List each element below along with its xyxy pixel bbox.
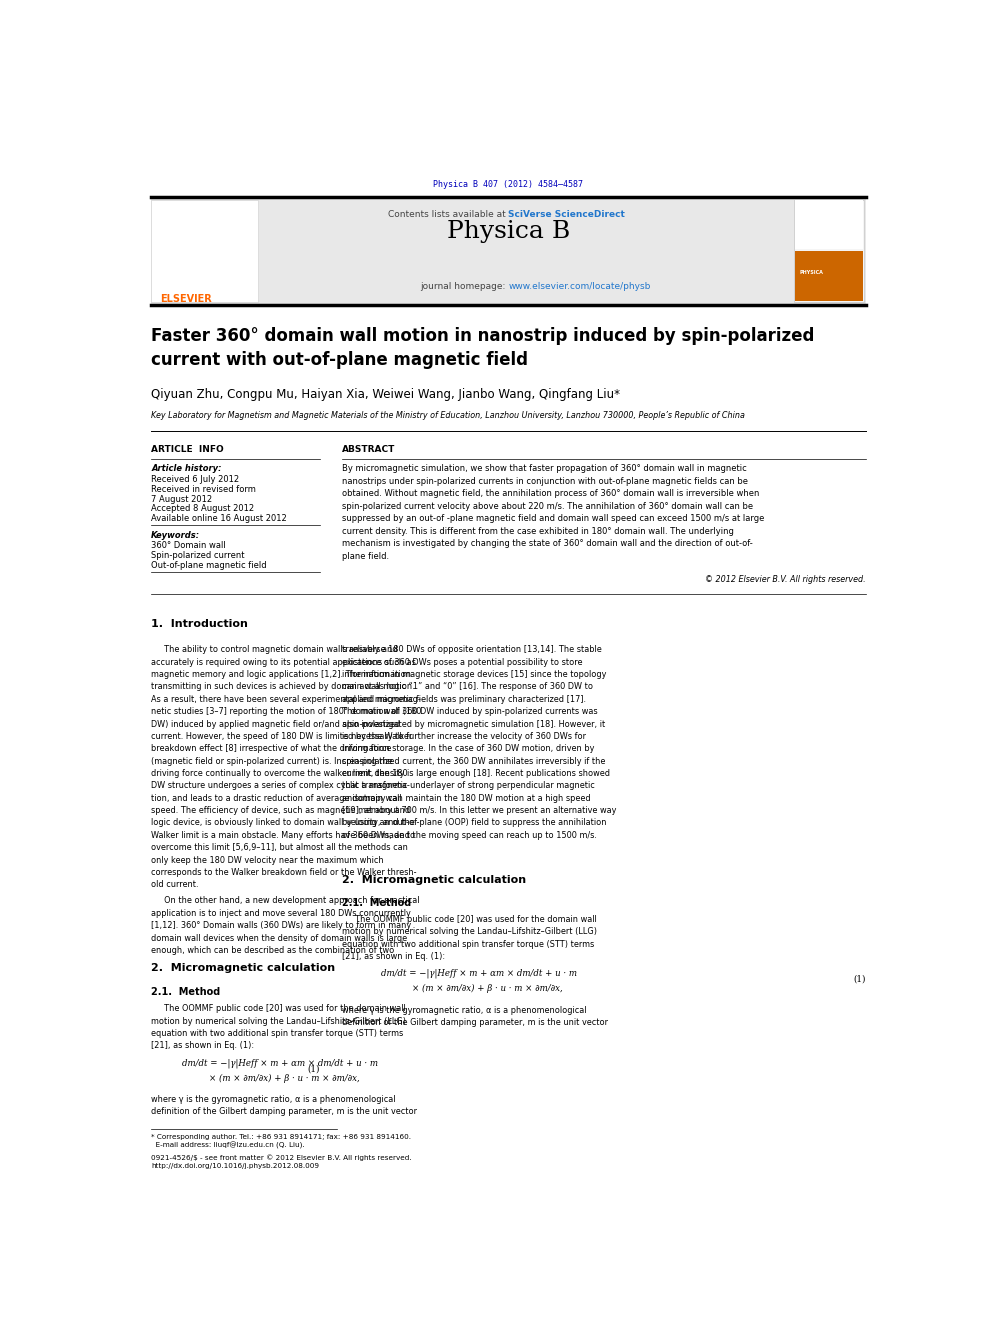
Text: Spin-polarized current: Spin-polarized current: [151, 552, 245, 560]
Bar: [151, 198, 866, 303]
Text: Keywords:: Keywords:: [151, 532, 200, 540]
Text: Available online 16 August 2012: Available online 16 August 2012: [151, 515, 287, 523]
Text: Received in revised form: Received in revised form: [151, 486, 256, 493]
Text: The OOMMF public code [20] was used for the domain wall
motion by numerical solv: The OOMMF public code [20] was used for …: [342, 916, 597, 960]
Text: dm/dt = −|γ|Heff × m + αm × dm/dt + u · m: dm/dt = −|γ|Heff × m + αm × dm/dt + u · …: [183, 1058, 378, 1068]
Text: (1): (1): [853, 975, 866, 984]
Text: Received 6 July 2012: Received 6 July 2012: [151, 475, 239, 484]
Text: 2.  Micromagnetic calculation: 2. Micromagnetic calculation: [151, 963, 335, 974]
Text: SciVerse ScienceDirect: SciVerse ScienceDirect: [509, 209, 625, 218]
Text: Qiyuan Zhu, Congpu Mu, Haiyan Xia, Weiwei Wang, Jianbo Wang, Qingfang Liu*: Qiyuan Zhu, Congpu Mu, Haiyan Xia, Weiwe…: [151, 388, 620, 401]
Text: By micromagnetic simulation, we show that faster propagation of 360° domain wall: By micromagnetic simulation, we show tha…: [342, 464, 764, 561]
Bar: [151, 200, 258, 302]
Text: © 2012 Elsevier B.V. All rights reserved.: © 2012 Elsevier B.V. All rights reserved…: [705, 574, 866, 583]
Text: The OOMMF public code [20] was used for the domain wall
motion by numerical solv: The OOMMF public code [20] was used for …: [151, 1004, 406, 1050]
Text: * Corresponding author. Tel.: +86 931 8914171; fax: +86 931 8914160.
  E-mail ad: * Corresponding author. Tel.: +86 931 89…: [151, 1134, 411, 1150]
Text: 7 August 2012: 7 August 2012: [151, 495, 212, 504]
Text: Out-of-plane magnetic field: Out-of-plane magnetic field: [151, 561, 267, 570]
Text: transverse 180 DWs of opposite orientation [13,14]. The stable
existence of 360 : transverse 180 DWs of opposite orientati…: [342, 646, 616, 840]
Text: journal homepage:: journal homepage:: [421, 282, 509, 291]
Text: Faster 360° domain wall motion in nanostrip induced by spin-polarized: Faster 360° domain wall motion in nanost…: [151, 327, 814, 344]
Text: where γ is the gyromagnetic ratio, α is a phenomenological
definition of the Gil: where γ is the gyromagnetic ratio, α is …: [342, 1005, 608, 1027]
Text: Physica B 407 (2012) 4584–4587: Physica B 407 (2012) 4584–4587: [434, 180, 583, 189]
Text: The ability to control magnetic domain walls reliably and
accurately is required: The ability to control magnetic domain w…: [151, 646, 422, 889]
Text: Article history:: Article history:: [151, 464, 221, 474]
Text: Key Laboratory for Magnetism and Magnetic Materials of the Ministry of Education: Key Laboratory for Magnetism and Magneti…: [151, 411, 745, 421]
Text: 360° Domain wall: 360° Domain wall: [151, 541, 226, 550]
Text: ELSEVIER: ELSEVIER: [161, 294, 212, 304]
Text: Accepted 8 August 2012: Accepted 8 August 2012: [151, 504, 254, 513]
Text: ARTICLE  INFO: ARTICLE INFO: [151, 446, 224, 454]
Text: × (m × ∂m/∂x) + β · u · m × ∂m/∂x,: × (m × ∂m/∂x) + β · u · m × ∂m/∂x,: [412, 984, 562, 994]
Text: On the other hand, a new development approach for practical
application is to in: On the other hand, a new development app…: [151, 884, 420, 955]
Text: where γ is the gyromagnetic ratio, α is a phenomenological
definition of the Gil: where γ is the gyromagnetic ratio, α is …: [151, 1095, 417, 1117]
Text: 2.1.  Method: 2.1. Method: [151, 987, 220, 996]
Text: 1.  Introduction: 1. Introduction: [151, 619, 248, 630]
Text: ABSTRACT: ABSTRACT: [342, 446, 395, 454]
Text: 2.1.  Method: 2.1. Method: [342, 898, 411, 908]
Text: × (m × ∂m/∂x) + β · u · m × ∂m/∂x,: × (m × ∂m/∂x) + β · u · m × ∂m/∂x,: [209, 1073, 360, 1082]
Text: www.elsevier.com/locate/physb: www.elsevier.com/locate/physb: [509, 282, 651, 291]
Bar: [796, 200, 863, 249]
Text: dm/dt = −|γ|Heff × m + αm × dm/dt + u · m: dm/dt = −|γ|Heff × m + αm × dm/dt + u · …: [381, 968, 576, 978]
Bar: [796, 251, 863, 302]
Text: PHYSICA: PHYSICA: [799, 270, 823, 275]
Text: 0921-4526/$ - see front matter © 2012 Elsevier B.V. All rights reserved.
http://: 0921-4526/$ - see front matter © 2012 El…: [151, 1155, 412, 1170]
Text: Contents lists available at: Contents lists available at: [388, 209, 509, 218]
Text: (1): (1): [308, 1064, 320, 1073]
Text: current with out-of-plane magnetic field: current with out-of-plane magnetic field: [151, 352, 528, 369]
Text: Physica B: Physica B: [446, 221, 570, 243]
Bar: [795, 200, 864, 302]
Text: 2.  Micromagnetic calculation: 2. Micromagnetic calculation: [342, 875, 526, 885]
